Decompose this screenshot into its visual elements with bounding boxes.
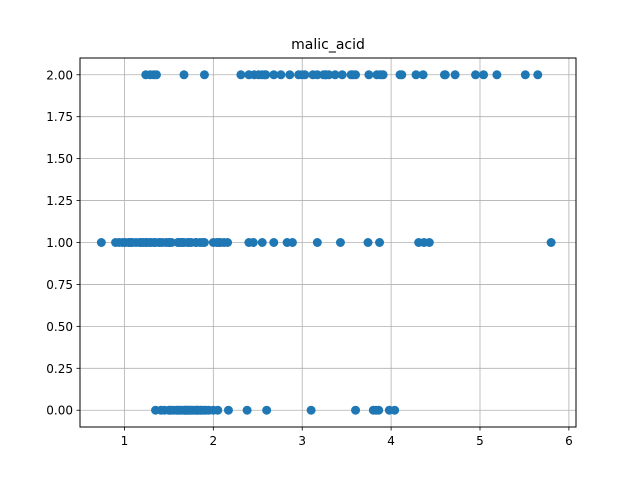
scatter-point	[390, 405, 400, 415]
scatter-point	[479, 70, 489, 80]
scatter-point	[287, 238, 297, 247]
scatter-point	[223, 238, 233, 247]
scatter-point	[378, 70, 388, 80]
scatter-point	[96, 238, 106, 247]
scatter-point	[533, 70, 543, 80]
scatter-point	[546, 238, 556, 247]
scatter-point	[424, 238, 434, 247]
x-tick-label: 5	[476, 434, 484, 448]
scatter-point	[300, 70, 310, 80]
scatter-point	[269, 238, 279, 247]
scatter-point	[440, 70, 450, 80]
scatter-point	[199, 238, 209, 247]
scatter-point	[262, 405, 272, 415]
x-tick-label: 2	[210, 434, 218, 448]
scatter-point	[213, 405, 223, 415]
data-points	[96, 70, 556, 415]
scatter-point	[199, 70, 209, 80]
scatter-point	[269, 70, 279, 80]
scatter-point	[375, 238, 385, 247]
scatter-point	[397, 70, 407, 80]
scatter-point	[351, 70, 361, 80]
y-tick-label: 0.25	[46, 362, 73, 376]
scatter-point	[351, 405, 361, 415]
y-tick-label: 1.75	[46, 110, 73, 124]
scatter-point	[374, 405, 384, 415]
scatter-point	[411, 70, 421, 80]
x-tick-label: 1	[121, 434, 129, 448]
x-tick-label: 4	[387, 434, 395, 448]
scatter-point	[471, 70, 481, 80]
scatter-point	[330, 70, 340, 80]
scatter-point	[306, 405, 316, 415]
x-axis: 1 2 3 4 5 6	[121, 427, 573, 448]
y-tick-label: 1.00	[46, 236, 73, 250]
scatter-point	[179, 70, 189, 80]
y-tick-label: 1.50	[46, 152, 73, 166]
scatter-point	[418, 70, 428, 80]
scatter-point	[236, 70, 246, 80]
scatter-point	[312, 238, 322, 247]
scatter-point	[223, 405, 233, 415]
scatter-point	[261, 70, 271, 80]
scatter-point	[492, 70, 502, 80]
scatter-point	[242, 405, 252, 415]
scatter-point	[312, 70, 322, 80]
scatter-point	[285, 70, 295, 80]
scatter-point	[335, 238, 345, 247]
scatter-point	[151, 70, 161, 80]
y-axis: 0.00 0.25 0.50 0.75 1.00 1.25 1.50 1.75 2.00	[46, 68, 80, 418]
scatter-point	[324, 70, 334, 80]
chart-title: malic_acid	[291, 37, 365, 53]
x-tick-label: 6	[565, 434, 573, 448]
scatter-point	[257, 238, 267, 247]
scatter-point	[248, 238, 258, 247]
y-tick-label: 0.50	[46, 320, 73, 334]
scatter-point	[363, 238, 373, 247]
scatter-point	[337, 70, 347, 80]
y-tick-label: 0.00	[46, 404, 73, 418]
y-tick-label: 2.00	[46, 68, 73, 82]
scatter-point	[167, 238, 177, 247]
scatter-point	[364, 70, 374, 80]
scatter-point	[450, 70, 460, 80]
y-tick-label: 0.75	[46, 278, 73, 292]
scatter-point	[276, 70, 286, 80]
x-tick-label: 3	[298, 434, 306, 448]
y-tick-label: 1.25	[46, 194, 73, 208]
scatter-point	[520, 70, 530, 80]
